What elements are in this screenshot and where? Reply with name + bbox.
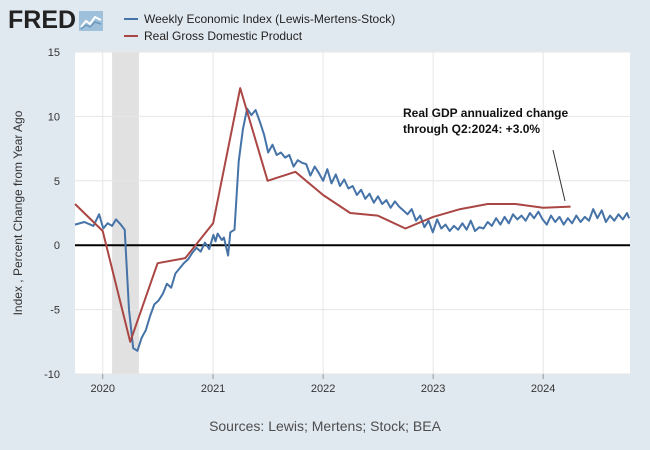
fred-logo[interactable]: FRED (8, 6, 104, 35)
x-tick-label: 2022 (311, 383, 335, 395)
fred-chart-icon (79, 10, 104, 31)
series-line-wei (74, 107, 631, 352)
fred-logo-text: FRED (8, 6, 77, 34)
legend-swatch-wei (124, 17, 138, 20)
y-axis-label: Index , Percent Change from Year Ago (11, 110, 25, 315)
legend-label-gdp: Real Gross Domestic Product (144, 28, 303, 43)
y-tick-label: -5 (50, 305, 60, 317)
legend-label-wei: Weekly Economic Index (Lewis-Mertens-Sto… (144, 11, 396, 26)
y-tick-label: 0 (54, 240, 60, 252)
legend-swatch-gdp (124, 34, 138, 37)
legend-item-gdp[interactable]: Real Gross Domestic Product (124, 27, 395, 44)
x-tick-label: 2020 (90, 383, 114, 395)
x-tick-label: 2024 (531, 383, 555, 395)
annotation-pointer (552, 149, 566, 202)
legend-item-wei[interactable]: Weekly Economic Index (Lewis-Mertens-Sto… (124, 10, 395, 27)
line-chart: 15 10 5 0 -5 -10 2020 2021 2022 2023 2024 Index , P… (11, 47, 631, 395)
annotation-text-line: through Q2:2024: +3.0% (403, 122, 540, 136)
chart-header: FRED Weekly Economic Index (Lewis-Merten… (0, 0, 650, 50)
y-tick-label: -10 (44, 369, 60, 381)
source-note: Sources: Lewis; Mertens; Stock; BEA (209, 418, 441, 434)
x-tick-label: 2023 (421, 383, 445, 395)
y-tick-label: 5 (54, 176, 60, 188)
x-tick-label: 2021 (201, 383, 225, 395)
legend: Weekly Economic Index (Lewis-Mertens-Sto… (124, 10, 395, 44)
annotation-text-line: Real GDP annualized change (403, 106, 568, 120)
series-line-gdp (74, 87, 571, 343)
y-tick-label: 10 (48, 111, 60, 123)
y-tick-label: 15 (48, 47, 60, 59)
